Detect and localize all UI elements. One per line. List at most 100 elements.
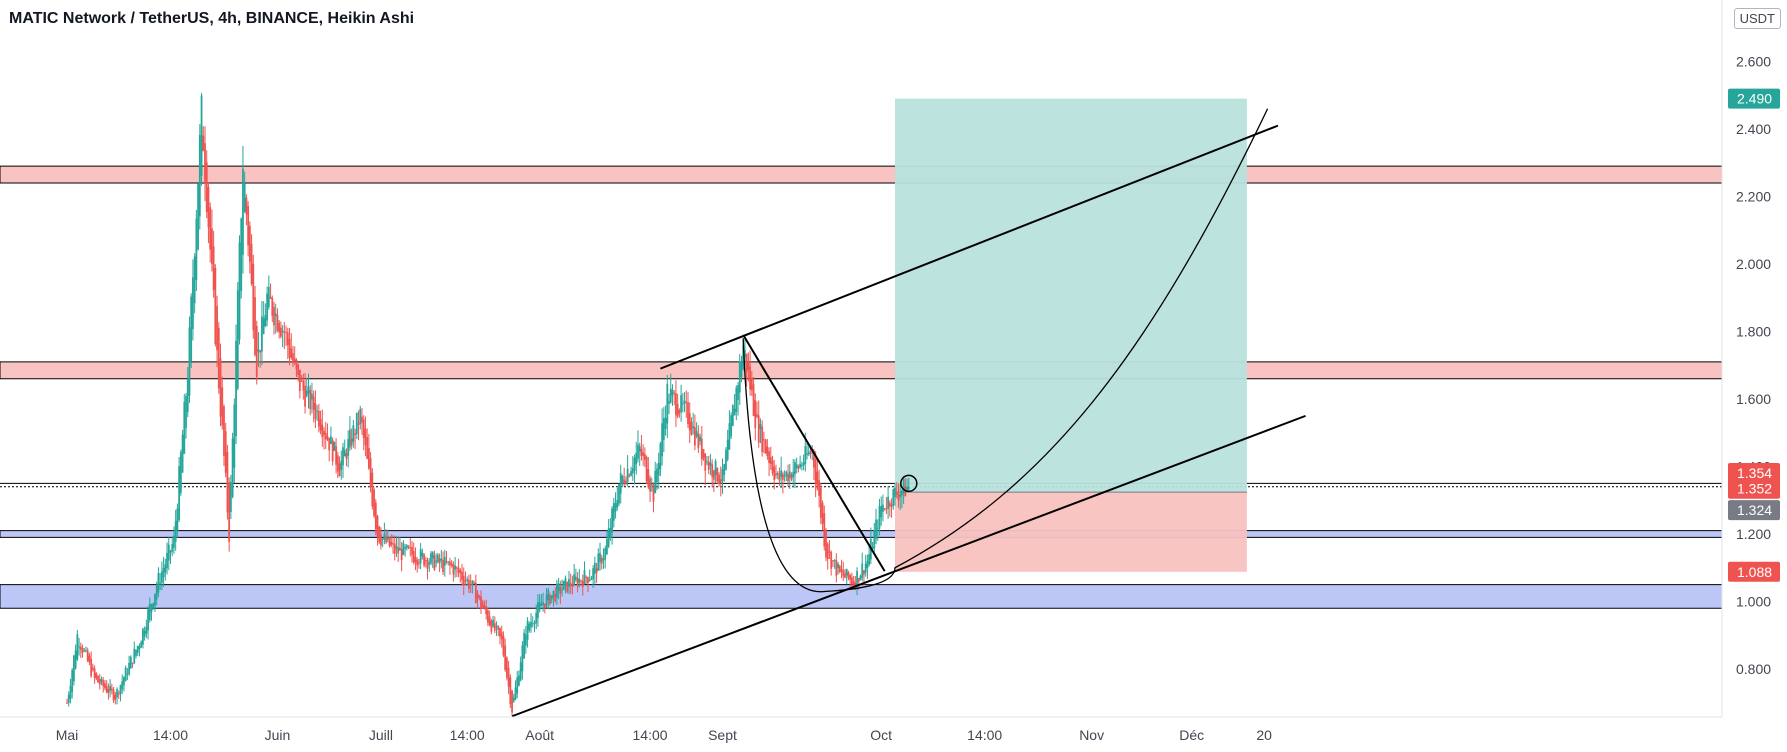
candle: [666, 384, 669, 424]
x-tick-label: Juill: [369, 727, 393, 743]
cup-curve[interactable]: [742, 108, 1269, 593]
price-label-text: 1.352: [1737, 481, 1772, 497]
candle: [257, 349, 260, 352]
candle: [205, 162, 208, 212]
candle: [600, 557, 603, 564]
candle: [631, 468, 634, 474]
trendline-1[interactable]: [511, 414, 1306, 718]
candle: [452, 564, 455, 575]
candle: [97, 675, 99, 683]
candle: [195, 218, 198, 280]
candle: [618, 483, 620, 504]
candles-layer: [66, 92, 910, 716]
candle: [614, 503, 617, 512]
candle: [317, 410, 320, 427]
candle: [487, 610, 489, 623]
candle: [599, 553, 601, 563]
candle: [142, 628, 144, 645]
candle: [833, 559, 836, 561]
x-tick-label: Déc: [1179, 727, 1204, 743]
candle: [295, 359, 298, 370]
candle: [566, 581, 569, 592]
candle: [155, 585, 158, 600]
candle: [197, 183, 199, 250]
candle: [440, 558, 443, 561]
candle: [797, 466, 800, 469]
candle: [214, 268, 217, 345]
candle: [871, 546, 874, 550]
candle: [800, 465, 803, 467]
candle: [126, 673, 129, 675]
candle: [124, 667, 127, 682]
candle: [569, 582, 572, 586]
candle: [514, 687, 517, 700]
candle: [390, 541, 393, 545]
candle: [361, 416, 363, 423]
candle: [507, 667, 510, 687]
candle: [768, 451, 770, 464]
candle: [868, 554, 871, 565]
candle: [321, 424, 324, 438]
candle: [497, 626, 500, 630]
candle: [298, 369, 301, 391]
candle: [673, 392, 676, 394]
candle: [436, 554, 439, 562]
candle: [883, 508, 886, 510]
candle: [828, 551, 831, 553]
candle: [830, 552, 833, 569]
candle: [335, 446, 337, 465]
candle: [592, 568, 595, 580]
candle: [231, 438, 234, 497]
candle: [790, 474, 793, 480]
candle: [901, 490, 903, 496]
candle: [783, 475, 786, 477]
candle: [100, 678, 103, 682]
candle: [887, 496, 889, 509]
price-label-target: [1728, 88, 1780, 109]
candle: [802, 462, 805, 466]
trendline-0[interactable]: [660, 124, 1279, 370]
candle: [261, 316, 263, 352]
candle: [619, 473, 622, 494]
candle: [405, 545, 408, 549]
candle: [193, 256, 196, 304]
candle: [331, 440, 334, 462]
candle: [512, 697, 515, 702]
candle: [721, 468, 724, 482]
candle: [393, 543, 396, 554]
candle: [754, 400, 757, 429]
candle: [459, 570, 462, 574]
candle: [402, 543, 405, 555]
entry-circle-marker[interactable]: [900, 474, 918, 493]
trendline-2[interactable]: [742, 334, 886, 572]
candle: [607, 528, 610, 547]
candle: [752, 384, 755, 417]
drawings-layer[interactable]: [511, 108, 1306, 718]
candle: [671, 389, 674, 396]
candle: [343, 449, 346, 457]
candle: [216, 306, 218, 351]
x-tick-label: 14:00: [967, 727, 1002, 743]
candle: [593, 562, 596, 574]
candle: [809, 452, 812, 454]
candle: [116, 689, 118, 698]
currency-badge[interactable]: USDT: [1733, 8, 1781, 29]
candle: [169, 550, 172, 553]
resistance-zone-0[interactable]: [0, 165, 1723, 184]
candle: [207, 187, 210, 228]
candle: [238, 242, 241, 340]
candle: [852, 580, 855, 585]
candle: [355, 412, 358, 435]
candle: [380, 534, 382, 546]
x-tick-label: Juin: [265, 727, 291, 743]
candle: [543, 603, 546, 608]
candle: [211, 228, 213, 264]
candle: [202, 135, 205, 151]
candle: [269, 296, 272, 299]
candle: [450, 563, 453, 566]
target-zone[interactable]: [895, 98, 1247, 493]
candle: [381, 538, 384, 540]
candle: [179, 452, 182, 494]
